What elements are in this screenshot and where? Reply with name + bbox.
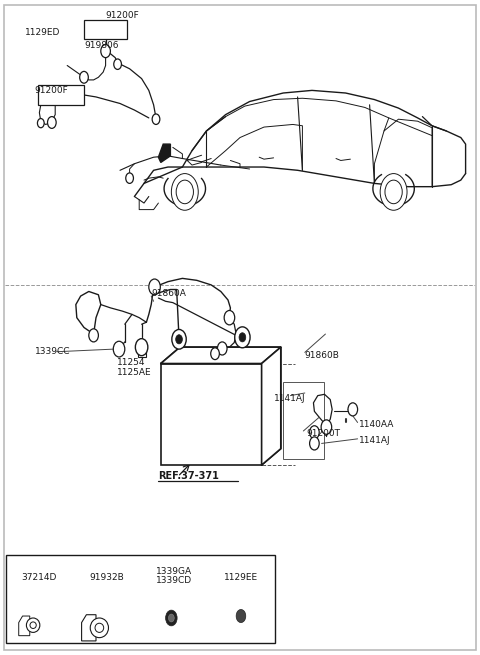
- Polygon shape: [82, 614, 96, 641]
- Circle shape: [176, 335, 182, 344]
- Circle shape: [176, 180, 193, 204]
- Text: 1129ED: 1129ED: [25, 28, 60, 37]
- Ellipse shape: [90, 618, 108, 638]
- Circle shape: [149, 279, 160, 295]
- Bar: [283, 383, 324, 458]
- Circle shape: [166, 610, 177, 626]
- Ellipse shape: [30, 622, 36, 629]
- Text: 1339CC: 1339CC: [35, 347, 70, 356]
- Bar: [138, 346, 146, 357]
- Circle shape: [80, 71, 88, 83]
- Bar: [84, 20, 127, 39]
- Circle shape: [135, 339, 148, 356]
- Text: 91932B: 91932B: [89, 572, 124, 582]
- Polygon shape: [158, 144, 170, 162]
- Text: 1141AJ: 1141AJ: [274, 394, 305, 403]
- Circle shape: [236, 609, 246, 622]
- Circle shape: [89, 329, 98, 342]
- Circle shape: [224, 310, 235, 325]
- Polygon shape: [262, 347, 281, 465]
- Circle shape: [310, 437, 319, 450]
- Circle shape: [239, 333, 246, 342]
- Text: 1129EE: 1129EE: [224, 572, 258, 582]
- Text: 1125AE: 1125AE: [117, 367, 151, 377]
- Circle shape: [126, 173, 133, 183]
- Text: 91860B: 91860B: [305, 351, 340, 360]
- Circle shape: [172, 329, 186, 349]
- Circle shape: [217, 342, 227, 355]
- Text: 11254: 11254: [117, 358, 145, 367]
- Circle shape: [152, 114, 160, 124]
- Text: 91200F: 91200F: [35, 86, 68, 95]
- Text: 91200T: 91200T: [306, 429, 340, 438]
- Circle shape: [235, 327, 250, 348]
- Text: 91200F: 91200F: [106, 10, 139, 20]
- Text: 1339CD: 1339CD: [156, 576, 192, 585]
- Circle shape: [348, 403, 358, 416]
- Text: 1339GA: 1339GA: [156, 567, 192, 576]
- Bar: [161, 364, 262, 465]
- Circle shape: [114, 59, 121, 69]
- Ellipse shape: [26, 618, 40, 633]
- Circle shape: [380, 174, 407, 210]
- Circle shape: [171, 174, 198, 210]
- Circle shape: [310, 426, 319, 439]
- Circle shape: [101, 45, 110, 58]
- Circle shape: [211, 348, 219, 360]
- Bar: [6, 555, 275, 643]
- Text: 1141AJ: 1141AJ: [359, 436, 391, 445]
- Text: 37214D: 37214D: [22, 572, 57, 582]
- Text: 919806: 919806: [84, 41, 119, 50]
- Circle shape: [113, 341, 125, 357]
- Polygon shape: [19, 616, 30, 635]
- Ellipse shape: [95, 624, 104, 633]
- Text: REF.37-371: REF.37-371: [158, 472, 219, 481]
- Circle shape: [321, 420, 332, 434]
- Circle shape: [37, 119, 44, 128]
- Polygon shape: [161, 347, 281, 364]
- Circle shape: [168, 614, 174, 622]
- Circle shape: [385, 180, 402, 204]
- Text: 1140AA: 1140AA: [359, 420, 395, 429]
- Bar: [38, 85, 84, 105]
- Text: 91860A: 91860A: [151, 289, 186, 298]
- Circle shape: [48, 117, 56, 128]
